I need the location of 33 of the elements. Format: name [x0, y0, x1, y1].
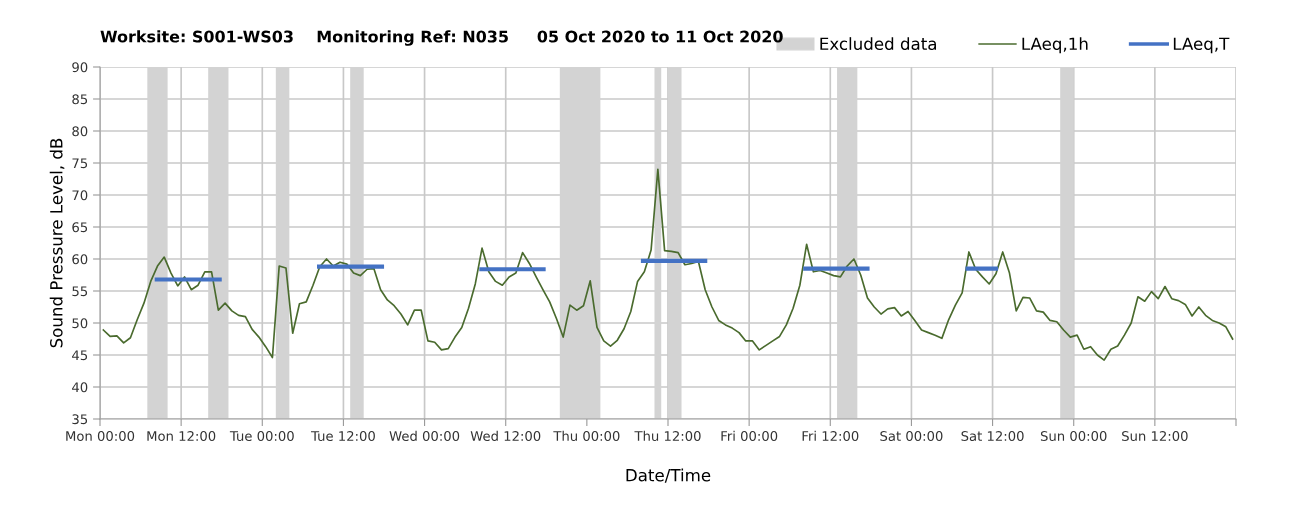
y-tick-label: 75 — [72, 158, 88, 169]
x-axis-title: Date/Time — [626, 468, 711, 483]
line-series — [102, 168, 1234, 361]
x-tick-label: Tue 00:00 — [229, 431, 294, 442]
x-tick-label: Wed 00:00 — [389, 430, 460, 442]
legend-label: LAeq,T — [1173, 37, 1230, 54]
legend-label: LAeq,1h — [1022, 37, 1088, 54]
x-tick-label: Sun 12:00 — [1122, 431, 1188, 442]
x-tick-label: Mon 00:00 — [66, 431, 135, 442]
y-tick-label: 45 — [72, 350, 88, 361]
y-tick-label: 65 — [72, 222, 88, 233]
y-tick-label: 50 — [72, 318, 88, 329]
y-tick-label: 55 — [72, 286, 88, 297]
y-tick-label: 85 — [72, 94, 88, 105]
y-tick-label: 35 — [72, 414, 88, 425]
x-tick-label: Fri 12:00 — [802, 430, 859, 442]
y-tick-label: 40 — [72, 382, 88, 393]
x-tick-label: Thu 12:00 — [634, 430, 701, 442]
y-tick-label: 90 — [72, 62, 88, 73]
x-tick-label: Sat 12:00 — [961, 431, 1024, 442]
x-tick-label: Mon 12:00 — [147, 431, 216, 442]
chart-title: Worksite: S001-WS03 Monitoring Ref: N035 05 Oct 2020 to 11 Oct 2020 — [100, 30, 783, 46]
y-tick-label: 70 — [72, 190, 88, 201]
x-tick-label: Tue 12:00 — [311, 431, 375, 442]
x-tick-label: Thu 00:00 — [553, 430, 620, 442]
y-tick-label: 80 — [72, 126, 88, 137]
legend-label: Excluded data — [820, 37, 936, 51]
x-tick-label: Wed 12:00 — [470, 430, 541, 442]
x-tick-label: Sat 00:00 — [880, 431, 943, 442]
x-tick-label: Fri 00:00 — [721, 430, 778, 442]
y-tick-label: 60 — [72, 254, 88, 265]
x-tick-label: Sun 00:00 — [1040, 431, 1107, 442]
y-axis-title: Sound Pressure Level, dB — [49, 138, 65, 348]
